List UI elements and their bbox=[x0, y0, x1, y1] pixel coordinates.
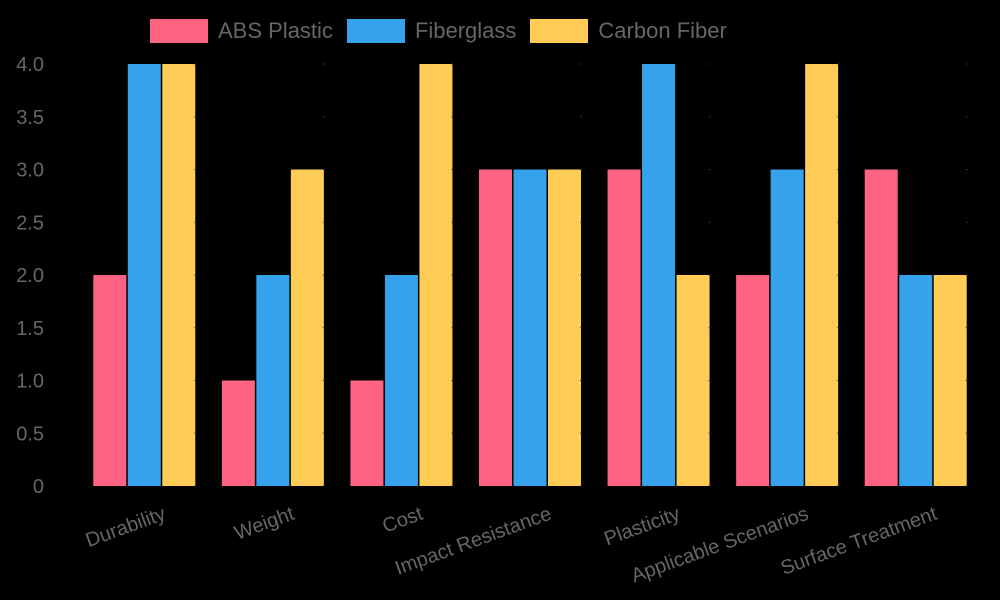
bar-group bbox=[864, 63, 968, 487]
bar[interactable] bbox=[805, 64, 839, 486]
bar-group bbox=[479, 63, 582, 487]
bar[interactable] bbox=[256, 275, 290, 486]
y-tick-label: 0.5 bbox=[16, 423, 44, 445]
y-tick-label: 2.0 bbox=[16, 265, 44, 287]
bar-group bbox=[350, 63, 454, 487]
bar[interactable] bbox=[290, 169, 324, 487]
legend-item-fiberglass[interactable]: Fiberglass bbox=[346, 18, 517, 44]
legend-swatch bbox=[150, 19, 208, 43]
y-tick-label: 1.5 bbox=[16, 318, 44, 340]
bar[interactable] bbox=[642, 64, 676, 486]
y-tick-label: 1.0 bbox=[16, 371, 44, 393]
bar[interactable] bbox=[513, 169, 547, 487]
bar[interactable] bbox=[736, 275, 770, 486]
y-tick-label: 0 bbox=[33, 476, 44, 498]
bar-groups bbox=[93, 63, 968, 487]
y-tick-label: 4.0 bbox=[16, 54, 44, 76]
legend-label: Carbon Fiber bbox=[598, 18, 727, 43]
bar[interactable] bbox=[933, 275, 967, 486]
bar[interactable] bbox=[864, 169, 898, 487]
bar-group bbox=[736, 63, 840, 487]
bar[interactable] bbox=[479, 169, 512, 487]
bar[interactable] bbox=[221, 380, 255, 487]
legend-swatch bbox=[346, 19, 405, 43]
bar[interactable] bbox=[384, 275, 418, 486]
x-tick-label: Plasticity bbox=[601, 503, 683, 551]
legend-swatch bbox=[530, 19, 589, 43]
x-tick-label: Durability bbox=[83, 503, 169, 552]
bar-group bbox=[221, 63, 325, 487]
bar[interactable] bbox=[548, 169, 581, 487]
bar[interactable] bbox=[607, 169, 641, 487]
bar-group bbox=[607, 63, 711, 487]
y-axis: 0 0.5 1.0 1.5 2.0 2.5 3.0 3.5 4.0 bbox=[16, 54, 44, 498]
y-tick-label: 3.0 bbox=[16, 160, 44, 182]
y-tick-label: 3.5 bbox=[16, 107, 44, 129]
legend-label: Fiberglass bbox=[414, 18, 517, 43]
bar[interactable] bbox=[419, 64, 453, 486]
x-tick-label: Cost bbox=[380, 503, 427, 538]
bar[interactable] bbox=[770, 169, 804, 487]
chart-legend: ABS Plastic Fiberglass Carbon Fiber bbox=[150, 17, 741, 45]
bar[interactable] bbox=[127, 64, 161, 486]
legend-label: ABS Plastic bbox=[218, 18, 333, 43]
y-tick-label: 2.5 bbox=[16, 212, 44, 234]
bar[interactable] bbox=[162, 64, 196, 486]
bar-group bbox=[93, 63, 197, 487]
x-tick-label: Weight bbox=[232, 503, 298, 545]
bar[interactable] bbox=[93, 275, 127, 486]
bar[interactable] bbox=[676, 275, 710, 486]
bar[interactable] bbox=[350, 380, 384, 487]
bar[interactable] bbox=[899, 275, 933, 486]
legend-item-abs-plastic[interactable]: ABS Plastic bbox=[150, 18, 333, 44]
legend-item-carbon-fiber[interactable]: Carbon Fiber bbox=[530, 18, 727, 44]
